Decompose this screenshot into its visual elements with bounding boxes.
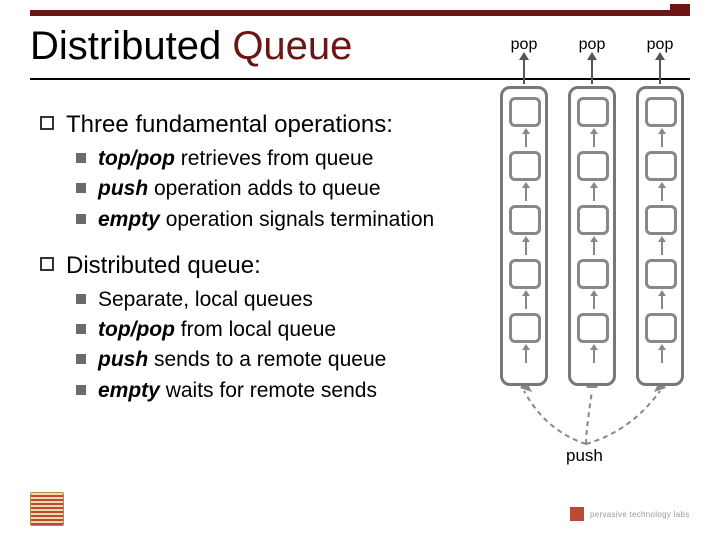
queue-arrow-icon <box>593 187 595 201</box>
queue-node <box>577 259 609 289</box>
hollow-box-icon <box>40 116 54 130</box>
queue-node <box>509 151 541 181</box>
queue-arrow-icon <box>593 241 595 255</box>
queue-arrow-icon <box>525 295 527 309</box>
heading-text: Distributed queue: <box>66 251 261 281</box>
queue-arrow-icon <box>593 295 595 309</box>
section-heading: Distributed queue: <box>40 251 460 281</box>
list-item: push sends to a remote queue <box>76 347 460 373</box>
push-label: push <box>566 446 603 466</box>
title-part-1: Distributed <box>30 24 232 68</box>
logo-square-icon <box>570 507 584 521</box>
content-area: Three fundamental operations: top/pop re… <box>40 100 460 408</box>
queue-node <box>509 259 541 289</box>
queue-node <box>577 313 609 343</box>
section-heading: Three fundamental operations: <box>40 110 460 140</box>
list-item: top/pop retrieves from queue <box>76 146 460 172</box>
list-item: top/pop from local queue <box>76 317 460 343</box>
queue-node <box>645 259 677 289</box>
queue-arrow-icon <box>593 133 595 147</box>
heading-text: Three fundamental operations: <box>66 110 393 140</box>
square-bullet-icon <box>76 324 86 334</box>
item-text: empty operation signals termination <box>98 207 434 233</box>
queue-arrow-icon <box>525 349 527 363</box>
queue-node <box>577 205 609 235</box>
queue-arrow-icon <box>593 349 595 363</box>
queue-node <box>577 97 609 127</box>
university-logo-icon <box>30 492 64 526</box>
item-text: top/pop from local queue <box>98 317 336 343</box>
queue-node <box>509 97 541 127</box>
square-bullet-icon <box>76 294 86 304</box>
queue-arrow-icon <box>525 133 527 147</box>
square-bullet-icon <box>76 354 86 364</box>
queue-node <box>645 313 677 343</box>
square-bullet-icon <box>76 214 86 224</box>
queue-column <box>500 86 548 386</box>
queue-node <box>509 313 541 343</box>
queue-node <box>645 205 677 235</box>
queue-node <box>645 97 677 127</box>
push-dash-line <box>524 391 586 444</box>
queue-column <box>636 86 684 386</box>
queue-diagram: push poppoppop <box>486 36 696 466</box>
square-bullet-icon <box>76 183 86 193</box>
list-item: empty operation signals termination <box>76 207 460 233</box>
item-text: push operation adds to queue <box>98 176 381 202</box>
push-dash-line <box>586 391 660 444</box>
list-item: Separate, local queues <box>76 287 460 313</box>
queue-node <box>577 151 609 181</box>
square-bullet-icon <box>76 153 86 163</box>
pop-arrow-icon <box>591 58 593 84</box>
queue-arrow-icon <box>525 187 527 201</box>
queue-arrow-icon <box>661 295 663 309</box>
pop-arrow-icon <box>659 58 661 84</box>
title-part-2: Queue <box>232 24 352 68</box>
item-text: push sends to a remote queue <box>98 347 386 373</box>
header-bar <box>30 10 690 16</box>
queue-node <box>645 151 677 181</box>
queue-arrow-icon <box>661 133 663 147</box>
list-item: push operation adds to queue <box>76 176 460 202</box>
queue-arrow-icon <box>661 241 663 255</box>
square-bullet-icon <box>76 385 86 395</box>
pop-arrow-icon <box>523 58 525 84</box>
logo-text: pervasive technology labs <box>590 510 690 519</box>
queue-arrow-icon <box>661 187 663 201</box>
header-bar-accent <box>670 4 690 16</box>
queue-column <box>568 86 616 386</box>
push-dash-line <box>586 391 592 444</box>
queue-arrow-icon <box>661 349 663 363</box>
item-text: Separate, local queues <box>98 287 313 313</box>
lab-logo: pervasive technology labs <box>570 502 690 526</box>
queue-arrow-icon <box>525 241 527 255</box>
queue-node <box>509 205 541 235</box>
hollow-box-icon <box>40 257 54 271</box>
item-text: empty waits for remote sends <box>98 378 377 404</box>
list-item: empty waits for remote sends <box>76 378 460 404</box>
item-text: top/pop retrieves from queue <box>98 146 373 172</box>
slide-title: Distributed Queue <box>30 24 352 69</box>
